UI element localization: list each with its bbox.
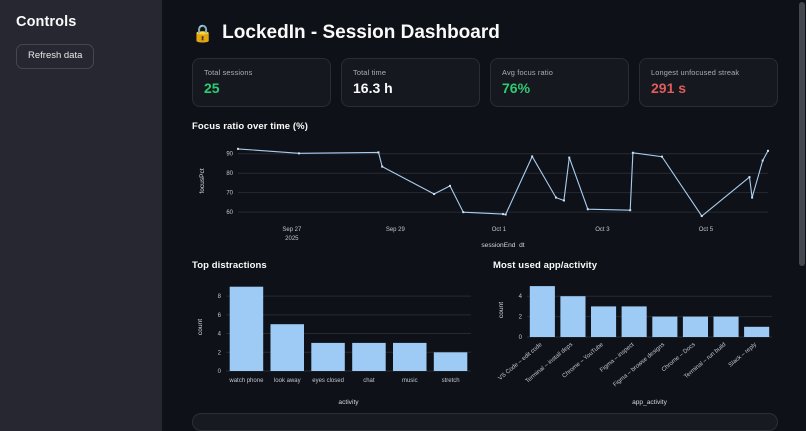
page-title-text: LockedIn - Session Dashboard (222, 22, 500, 43)
top-distractions-bar-chart[interactable]: 0 2 4 6 8 watch phone look away eyes closed chat… (192, 277, 477, 407)
svg-text:app_activity: app_activity (632, 399, 668, 406)
svg-text:80: 80 (226, 171, 233, 177)
svg-text:6: 6 (218, 313, 222, 319)
svg-text:2025: 2025 (285, 236, 299, 242)
svg-text:stretch: stretch (442, 378, 460, 384)
svg-text:8: 8 (218, 294, 222, 300)
svg-text:4: 4 (218, 331, 222, 337)
metric-card-avg-focus-ratio: Avg focus ratio 76% (490, 58, 629, 107)
bottom-charts-row: Top distractions 0 2 4 6 8 watch phone look aw… (192, 254, 778, 407)
most-used-app-block: Most used app/activity 0 2 4 VS Code – edit… (483, 254, 778, 407)
top-distractions-title: Top distractions (192, 259, 267, 271)
all-sessions-widget: All sessions (192, 412, 778, 431)
svg-text:watch phone: watch phone (228, 378, 264, 384)
metric-card-total-sessions: Total sessions 25 (192, 58, 331, 107)
lock-icon: 🔒 (192, 23, 214, 43)
page-scrollbar-thumb[interactable] (799, 2, 805, 266)
metric-value: 291 s (651, 80, 687, 96)
refresh-data-button[interactable]: Refresh data (16, 44, 95, 69)
metric-card-longest-unfocused-streak: Longest unfocused streak 291 s (639, 58, 778, 107)
svg-text:2: 2 (519, 314, 523, 320)
sidebar-title: Controls (16, 14, 77, 30)
svg-text:activity: activity (338, 399, 359, 406)
metric-value: 76% (502, 80, 531, 96)
svg-text:Figma – browse designs: Figma – browse designs (612, 342, 666, 388)
svg-text:chat: chat (363, 378, 375, 384)
svg-text:music: music (402, 378, 418, 384)
svg-text:Slack – reply: Slack – reply (728, 342, 758, 369)
metric-value: 25 (204, 80, 220, 96)
metric-card-total-time: Total time 16.3 h (341, 58, 480, 107)
page-title: 🔒 LockedIn - Session Dashboard (192, 22, 778, 44)
page-scrollbar-track[interactable] (798, 0, 806, 431)
svg-text:sessionEnd_dt: sessionEnd_dt (481, 242, 524, 248)
svg-text:eyes closed: eyes closed (312, 378, 344, 384)
svg-text:90: 90 (226, 151, 233, 157)
main-content: 🔒 LockedIn - Session Dashboard Total ses… (162, 0, 806, 431)
svg-text:0: 0 (519, 335, 523, 341)
svg-text:0: 0 (218, 369, 222, 375)
metric-label: Longest unfocused streak (651, 68, 740, 77)
svg-text:Oct 1: Oct 1 (492, 227, 507, 233)
svg-text:count: count (498, 301, 505, 317)
svg-text:Oct 3: Oct 3 (595, 227, 610, 233)
top-distractions-block: Top distractions 0 2 4 6 8 watch phone look aw… (192, 254, 483, 407)
metric-value: 16.3 h (353, 80, 393, 96)
svg-text:Sep 27: Sep 27 (282, 227, 302, 233)
svg-text:count: count (197, 318, 204, 334)
metrics-row: Total sessions 25 Total time 16.3 h Avg … (192, 58, 778, 107)
svg-text:Oct 5: Oct 5 (699, 227, 714, 233)
most-used-app-title: Most used app/activity (493, 259, 598, 271)
metric-label: Total time (353, 68, 387, 77)
svg-text:Sep 29: Sep 29 (386, 227, 406, 233)
all-sessions-panel[interactable] (192, 412, 778, 431)
svg-text:look away: look away (274, 378, 301, 384)
focus-ratio-line-chart[interactable]: 60 70 80 90 focusPct Sep 27 2025 Sep 29 Oct 1 Oct… (192, 138, 776, 248)
svg-text:60: 60 (226, 210, 233, 216)
focus-ratio-chart-title: Focus ratio over time (%) (192, 120, 308, 132)
svg-text:4: 4 (519, 294, 523, 300)
svg-text:70: 70 (226, 190, 233, 196)
svg-text:focusPct: focusPct (199, 168, 206, 193)
sidebar: Controls Refresh data (0, 0, 162, 431)
metric-label: Avg focus ratio (502, 68, 553, 77)
metric-label: Total sessions (204, 68, 253, 77)
svg-text:2: 2 (218, 350, 222, 356)
focus-ratio-chart-block: Focus ratio over time (%) 60 70 80 90 focusP… (192, 121, 778, 248)
